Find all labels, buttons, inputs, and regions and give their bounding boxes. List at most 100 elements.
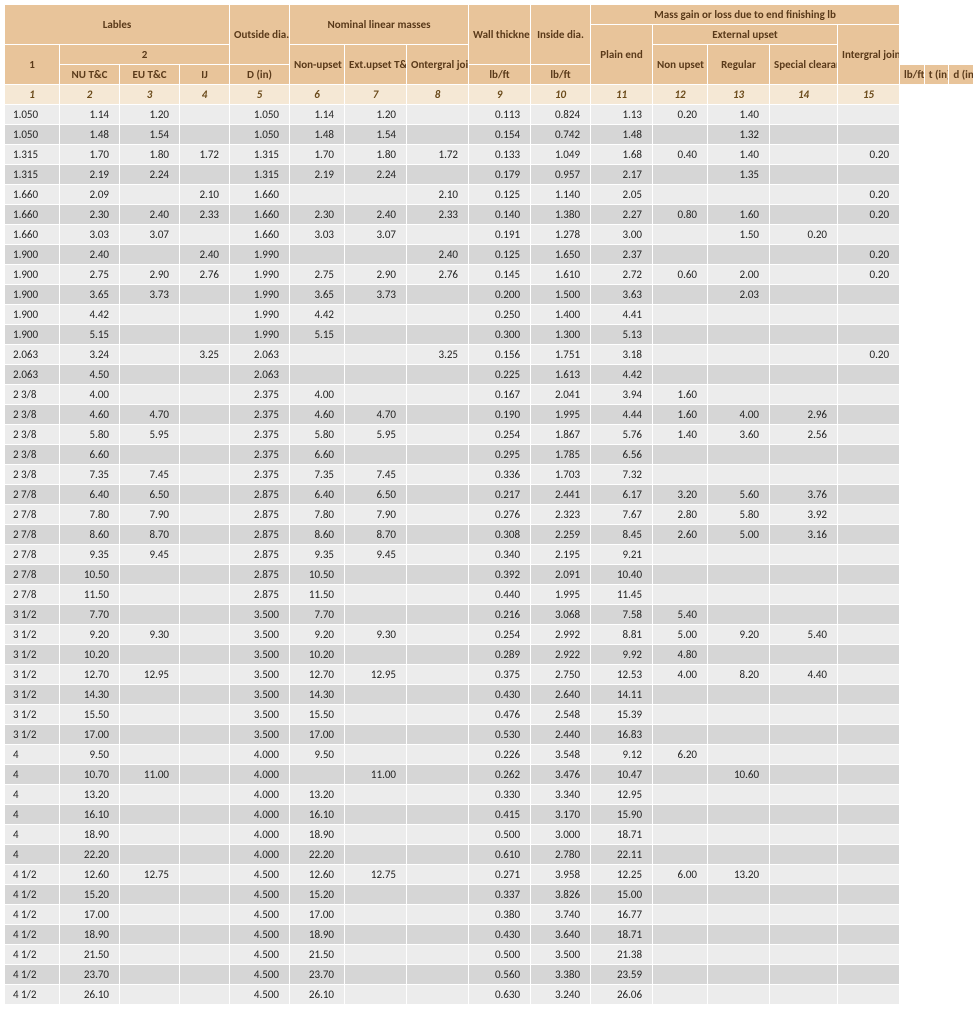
table-cell: 8.70 xyxy=(120,525,180,545)
table-cell: 2.19 xyxy=(290,165,345,185)
table-cell xyxy=(407,125,469,145)
table-cell: 2 7/8 xyxy=(5,565,60,585)
table-cell: 4.42 xyxy=(591,365,653,385)
table-cell: 2.80 xyxy=(653,505,708,525)
table-row: 2 7/811.502.87511.500.4401.99511.45 xyxy=(5,585,974,605)
table-cell: 1.990 xyxy=(230,265,290,285)
table-cell xyxy=(407,745,469,765)
table-cell: 2.33 xyxy=(180,205,230,225)
table-cell: 2.37 xyxy=(591,245,653,265)
table-cell: 10.50 xyxy=(60,565,120,585)
table-cell: 6.50 xyxy=(120,485,180,505)
table-cell xyxy=(653,285,708,305)
table-cell xyxy=(838,485,900,505)
table-cell xyxy=(653,465,708,485)
table-cell xyxy=(180,525,230,545)
table-cell: 13.20 xyxy=(60,785,120,805)
column-index-row: 123456789101112131415 xyxy=(5,85,974,105)
table-row: 3 1/217.003.50017.000.5302.44016.83 xyxy=(5,725,974,745)
table-cell xyxy=(770,165,838,185)
table-cell: 11.45 xyxy=(591,585,653,605)
table-cell: 4.00 xyxy=(60,385,120,405)
table-cell: 2 7/8 xyxy=(5,505,60,525)
table-cell: 9.30 xyxy=(120,625,180,645)
table-cell: 2.75 xyxy=(290,265,345,285)
table-cell xyxy=(180,465,230,485)
table-cell xyxy=(770,345,838,365)
table-cell xyxy=(407,705,469,725)
table-cell xyxy=(708,445,770,465)
table-cell xyxy=(838,225,900,245)
table-row: 1.6602.092.101.6602.100.1251.1402.050.20 xyxy=(5,185,974,205)
table-cell: 1.900 xyxy=(5,265,60,285)
table-cell: 2.90 xyxy=(345,265,407,285)
table-cell xyxy=(120,345,180,365)
header-non-upset: Non upset xyxy=(653,45,708,85)
table-row: 410.7011.004.00011.000.2623.47610.4710.6… xyxy=(5,765,974,785)
table-cell xyxy=(708,305,770,325)
table-cell: 3 1/2 xyxy=(5,625,60,645)
table-cell: 12.95 xyxy=(591,785,653,805)
table-cell: 3.25 xyxy=(407,345,469,365)
table-cell: 9.12 xyxy=(591,745,653,765)
table-cell: 3.500 xyxy=(531,945,591,965)
header-lbft-2: lb/ft xyxy=(531,65,591,85)
table-cell: 4.000 xyxy=(230,825,290,845)
header-lbft-3: lb/ft xyxy=(900,65,925,85)
table-cell: 4 1/2 xyxy=(5,985,60,1005)
table-cell: 10.20 xyxy=(60,645,120,665)
table-cell: 0.610 xyxy=(469,845,531,865)
table-cell xyxy=(838,885,900,905)
table-cell xyxy=(838,685,900,705)
table-cell: 2.90 xyxy=(120,265,180,285)
table-cell: 2.375 xyxy=(230,425,290,445)
table-cell: 4.00 xyxy=(708,405,770,425)
table-cell xyxy=(345,565,407,585)
table-cell: 2.40 xyxy=(407,245,469,265)
table-cell: 3.25 xyxy=(180,345,230,365)
table-cell: 4 xyxy=(5,825,60,845)
table-cell: 4 1/2 xyxy=(5,965,60,985)
table-cell xyxy=(407,285,469,305)
table-cell: 5.80 xyxy=(60,425,120,445)
table-cell xyxy=(345,745,407,765)
table-cell: 3.500 xyxy=(230,605,290,625)
table-cell xyxy=(407,225,469,245)
table-cell: 0.60 xyxy=(653,265,708,285)
table-cell: 2.00 xyxy=(708,265,770,285)
table-cell xyxy=(407,905,469,925)
table-cell: 2.375 xyxy=(230,465,290,485)
table-cell: 1.80 xyxy=(345,145,407,165)
table-cell xyxy=(345,985,407,1005)
pipe-spec-table: Lables Outside dia. Nominal linear masse… xyxy=(4,4,974,1005)
table-cell: 4.00 xyxy=(290,385,345,405)
table-cell: 21.50 xyxy=(290,945,345,965)
column-index-cell: 1 xyxy=(5,85,60,105)
table-cell xyxy=(180,685,230,705)
table-row: 3 1/210.203.50010.200.2892.9229.924.80 xyxy=(5,645,974,665)
table-cell xyxy=(708,365,770,385)
table-cell: 5.95 xyxy=(345,425,407,445)
table-row: 2 7/87.807.902.8757.807.900.2762.3237.67… xyxy=(5,505,974,525)
table-cell xyxy=(180,945,230,965)
table-cell xyxy=(708,925,770,945)
table-cell: 1.050 xyxy=(230,125,290,145)
table-cell xyxy=(653,705,708,725)
table-cell: 5.15 xyxy=(290,325,345,345)
table-cell xyxy=(290,245,345,265)
table-cell: 2.24 xyxy=(120,165,180,185)
table-row: 2 3/87.357.452.3757.357.450.3361.7037.32 xyxy=(5,465,974,485)
table-cell: 3.18 xyxy=(591,345,653,365)
table-cell: 18.71 xyxy=(591,825,653,845)
table-cell xyxy=(120,745,180,765)
table-cell: 5.95 xyxy=(120,425,180,445)
table-cell: 3.07 xyxy=(345,225,407,245)
header-nominal-masses: Nominal linear masses xyxy=(290,5,469,45)
table-cell xyxy=(120,385,180,405)
table-cell: 3.76 xyxy=(770,485,838,505)
table-row: 2 7/89.359.452.8759.359.450.3402.1959.21 xyxy=(5,545,974,565)
table-cell xyxy=(407,605,469,625)
table-cell: 6.17 xyxy=(591,485,653,505)
table-cell: 15.50 xyxy=(60,705,120,725)
table-row: 418.904.00018.900.5003.00018.71 xyxy=(5,825,974,845)
